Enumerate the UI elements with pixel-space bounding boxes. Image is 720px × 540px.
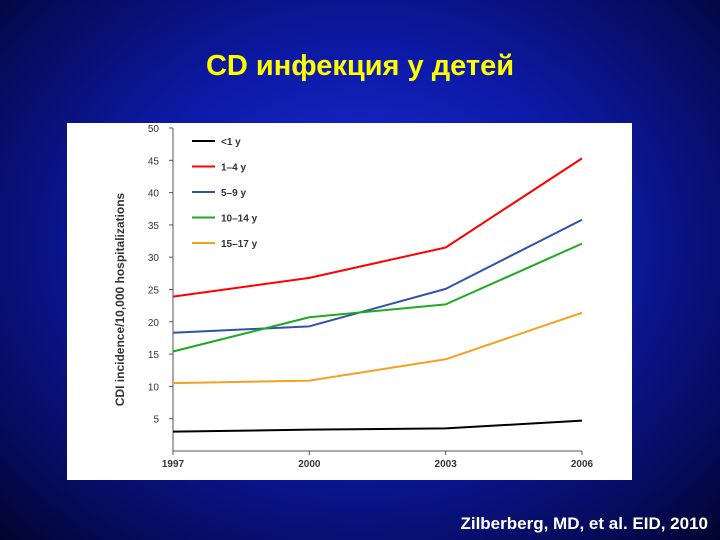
y-axis-title: CDI incidence/10,000 hospitalizations [113,192,127,406]
y-tick-label: 40 [148,189,160,200]
x-tick-label: 1997 [162,459,185,470]
series-line-3 [172,242,583,353]
citation: Zilberberg, MD, et al. EID, 2010 [460,514,708,533]
legend-label-3: 10–14 y [221,214,258,225]
y-tick-label: 30 [148,253,160,264]
y-tick-label: 25 [148,286,160,297]
series-line-1 [172,157,583,298]
chart-axes: 5 10 15 20 25 30 35 40 45 50 1997 2000 2003 2006 CDI i… [113,124,594,470]
legend-label-1: 1–4 y [221,163,246,174]
y-tick-label: 45 [148,156,160,167]
slide-title: CD инфекция у детей [205,50,515,82]
x-tick-label: 2006 [571,459,594,470]
y-tick-label: 35 [148,221,160,232]
y-tick-label: 15 [148,350,160,361]
series-line-4 [172,311,583,385]
y-tick-label: 50 [148,124,160,135]
y-tick-label: 20 [148,318,160,329]
x-tick-label: 2003 [435,459,458,470]
series-line-2 [172,218,583,334]
y-tick-label: 5 [153,415,159,426]
chart-panel: 5 10 15 20 25 30 35 40 45 50 1997 2000 2003 2006 CDI i… [67,123,632,480]
legend-label-4: 15–17 y [221,239,258,250]
y-tick-label: 10 [148,382,160,393]
series-line-0 [172,419,583,433]
legend-label-2: 5–9 y [221,188,246,199]
series-layer [172,157,583,433]
legend-label-0: <1 y [221,137,241,148]
line-chart: 5 10 15 20 25 30 35 40 45 50 1997 2000 2003 2006 CDI i… [113,124,594,470]
chart-legend: <1 y 1–4 y 5–9 y 10–14 y 15–17 y [192,137,258,250]
x-tick-label: 2000 [298,459,321,470]
